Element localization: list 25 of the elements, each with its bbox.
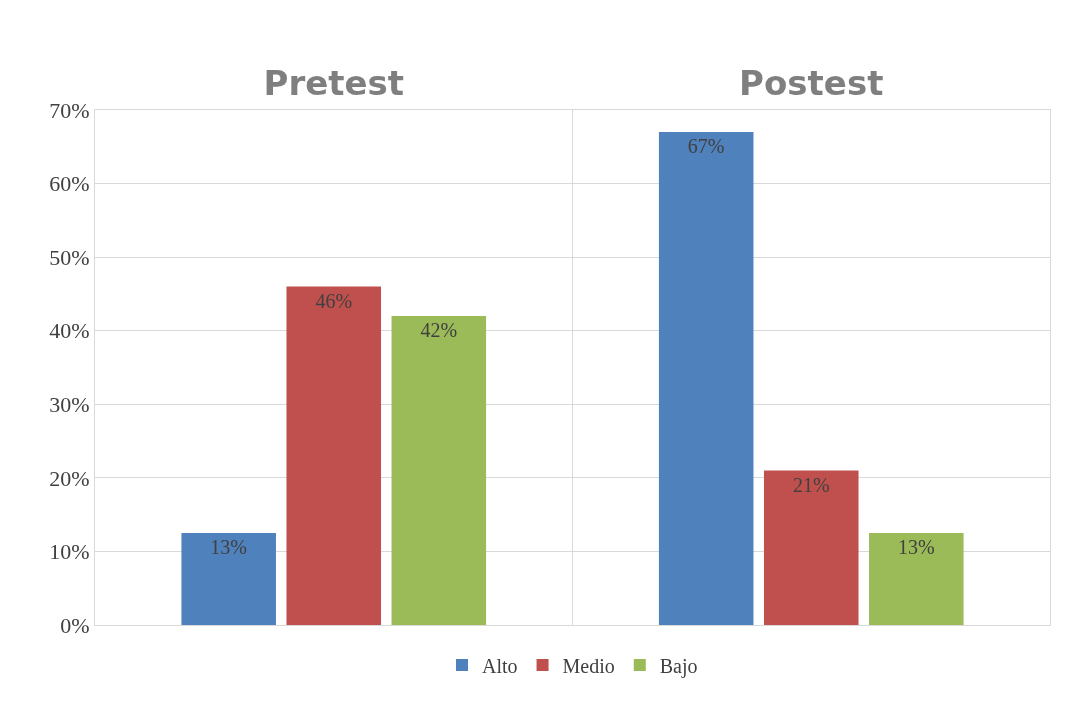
bar	[763, 470, 859, 625]
bar	[658, 132, 754, 625]
data-label: 13%	[897, 536, 935, 559]
data-label: 42%	[420, 319, 458, 341]
data-label: 67%	[687, 135, 725, 158]
y-tick-label: 10%	[49, 539, 90, 565]
data-label: 21%	[792, 473, 830, 496]
x-tick-label: Pretest	[263, 63, 405, 104]
data-label: 46%	[315, 289, 353, 312]
bar	[181, 533, 276, 625]
legend-label: Alto	[482, 654, 518, 677]
bar	[869, 533, 964, 625]
y-tick-label: 30%	[49, 391, 90, 417]
y-tick-label: 20%	[49, 465, 90, 491]
bar	[286, 286, 382, 625]
legend-label: Medio	[562, 654, 615, 677]
data-label: 13%	[210, 536, 248, 559]
y-tick-label: 40%	[49, 318, 90, 344]
x-tick-label: Postest	[739, 63, 884, 104]
y-tick-label: 50%	[49, 244, 90, 270]
y-tick-label: 70%	[49, 97, 90, 123]
legend-label: Bajo	[659, 654, 698, 678]
y-tick-label: 60%	[49, 171, 90, 197]
bar	[391, 316, 487, 625]
y-tick-label: 0%	[60, 612, 90, 638]
